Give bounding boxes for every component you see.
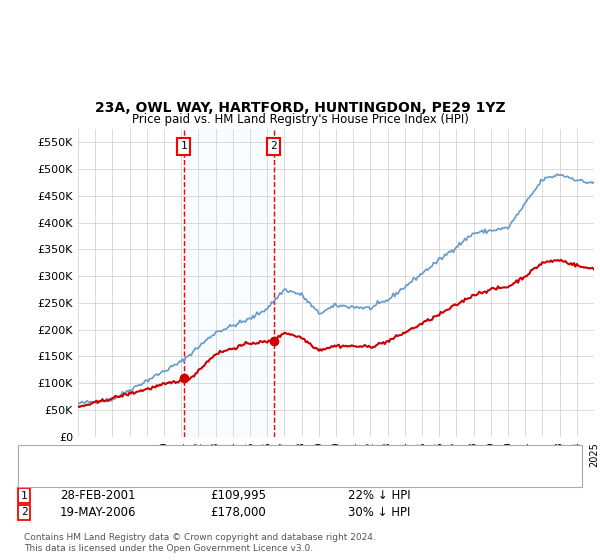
- Text: 2: 2: [20, 507, 28, 517]
- Text: 1: 1: [181, 142, 187, 151]
- Bar: [184, 129, 274, 437]
- Text: HPI: Average price, detached house, Huntingdonshire: HPI: Average price, detached house, Hunt…: [72, 467, 352, 477]
- Text: ———: ———: [36, 449, 77, 464]
- Text: Contains HM Land Registry data © Crown copyright and database right 2024.
This d: Contains HM Land Registry data © Crown c…: [24, 533, 376, 553]
- Text: 28-FEB-2001: 28-FEB-2001: [60, 489, 136, 502]
- Text: Price paid vs. HM Land Registry's House Price Index (HPI): Price paid vs. HM Land Registry's House …: [131, 113, 469, 126]
- Text: ———: ———: [36, 465, 77, 479]
- Text: 23A, OWL WAY, HARTFORD, HUNTINGDON, PE29 1YZ: 23A, OWL WAY, HARTFORD, HUNTINGDON, PE29…: [95, 101, 505, 115]
- Text: 22% ↓ HPI: 22% ↓ HPI: [348, 489, 410, 502]
- Text: £178,000: £178,000: [210, 506, 266, 519]
- Text: 19-MAY-2006: 19-MAY-2006: [60, 506, 137, 519]
- Text: 30% ↓ HPI: 30% ↓ HPI: [348, 506, 410, 519]
- Text: 23A, OWL WAY, HARTFORD, HUNTINGDON, PE29 1YZ (detached house): 23A, OWL WAY, HARTFORD, HUNTINGDON, PE29…: [72, 451, 442, 461]
- Text: 1: 1: [20, 491, 28, 501]
- Text: 2: 2: [271, 142, 277, 151]
- Text: £109,995: £109,995: [210, 489, 266, 502]
